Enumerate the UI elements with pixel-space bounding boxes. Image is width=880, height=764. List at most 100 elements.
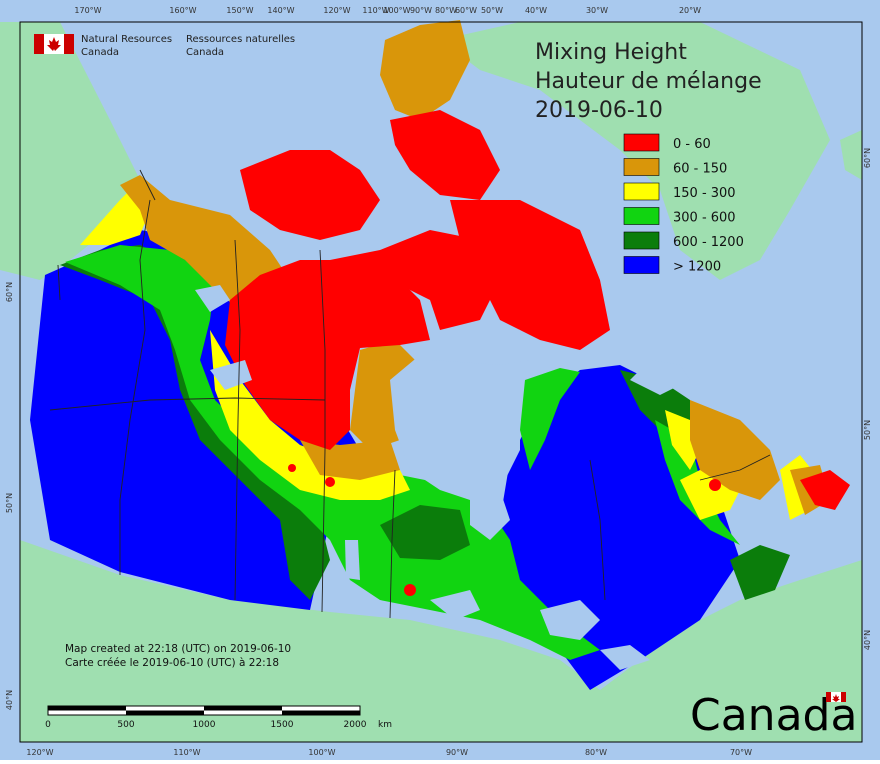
agency-name-fr-1: Ressources naturelles bbox=[186, 34, 295, 45]
credits-en: Map created at 22:18 (UTC) on 2019-06-10 bbox=[65, 643, 291, 655]
graticule-top: 170°W 160°W 150°W 140°W 120°W 110°W 100°… bbox=[74, 6, 701, 15]
lake-winnipeg bbox=[345, 540, 360, 580]
lake-huron bbox=[540, 600, 600, 640]
title-line1: Mixing Height bbox=[535, 40, 687, 65]
legend-swatch bbox=[623, 207, 660, 225]
graticule-right-label: 60°N bbox=[863, 148, 872, 168]
graticule-left-label: 50°N bbox=[5, 493, 14, 513]
title-date: 2019-06-10 bbox=[535, 98, 663, 123]
scale-bar-unit: km bbox=[378, 720, 392, 730]
foxe-basin bbox=[430, 320, 530, 365]
zone-islands-west-0-60 bbox=[240, 150, 380, 240]
legend-label: 0 - 60 bbox=[673, 137, 711, 152]
graticule-top-label: 40°W bbox=[525, 6, 547, 15]
border-ab-sk bbox=[234, 239, 241, 601]
border-bc-ab bbox=[119, 199, 151, 575]
graticule-top-label: 120°W bbox=[323, 6, 350, 15]
graticule-bottom-label: 120°W bbox=[26, 748, 53, 757]
zone-spot-2 bbox=[325, 477, 335, 487]
scale-bar: 0 500 1000 1500 2000 km bbox=[45, 705, 392, 730]
credits-fr: Carte créée le 2019-06-10 (UTC) à 22:18 bbox=[65, 657, 279, 669]
agency-name-en-2: Canada bbox=[81, 47, 119, 58]
graticule-right: 60°N 50°N 40°N bbox=[863, 148, 872, 650]
zone-nunavut-0-60 bbox=[330, 230, 500, 330]
legend-item: 0 - 60 bbox=[623, 133, 711, 152]
zone-spot-3 bbox=[404, 584, 416, 596]
graticule-top-label: 20°W bbox=[679, 6, 701, 15]
iceland bbox=[840, 130, 862, 180]
legend-label: 60 - 150 bbox=[673, 162, 727, 177]
border-on-qc bbox=[589, 459, 606, 601]
canada-flag-icon bbox=[34, 34, 74, 54]
canada-wordmark: Canada bbox=[690, 690, 857, 741]
hudson-bay bbox=[390, 345, 520, 500]
zone-central-600-1200-overlay bbox=[380, 505, 470, 560]
graticule-top-label: 110°W bbox=[362, 6, 389, 15]
graticule-top-label: 140°W bbox=[267, 6, 294, 15]
graticule-left-label: 60°N bbox=[5, 282, 14, 302]
james-bay bbox=[470, 490, 510, 540]
legend: 0 - 60 60 - 150 150 - 300 300 - 600 600 - 12… bbox=[623, 133, 744, 275]
zone-maritimes-600-1200 bbox=[730, 545, 790, 600]
united-states bbox=[20, 540, 862, 742]
graticule-bottom-label: 80°W bbox=[585, 748, 607, 757]
legend-swatch bbox=[623, 182, 660, 201]
legend-item: 60 - 150 bbox=[623, 158, 727, 177]
legend-label: > 1200 bbox=[673, 260, 721, 275]
zone-labrador-60-150 bbox=[690, 400, 780, 500]
border-60th-parallel bbox=[49, 397, 326, 411]
zone-nwt-0-60 bbox=[225, 260, 430, 450]
scale-bar-label: 2000 bbox=[344, 720, 367, 730]
zone-newfoundland-0-60 bbox=[800, 470, 850, 510]
province-borders bbox=[49, 169, 771, 619]
map-title: Mixing Height Hauteur de mélange 2019-06… bbox=[535, 40, 762, 123]
great-bear-lake bbox=[195, 285, 230, 312]
agency-name-fr-2: Canada bbox=[186, 47, 224, 58]
scale-bar-label: 1000 bbox=[193, 720, 216, 730]
legend-label: 150 - 300 bbox=[673, 186, 736, 201]
nrcan-logo: Natural Resources Canada Ressources natu… bbox=[34, 34, 295, 58]
graticule-bottom-label: 90°W bbox=[446, 748, 468, 757]
graticule-bottom: 120°W 110°W 100°W 90°W 80°W 70°W bbox=[26, 748, 752, 757]
agency-name-en-1: Natural Resources bbox=[81, 34, 172, 45]
zone-west-600-1200 bbox=[60, 245, 330, 600]
graticule-top-label: 30°W bbox=[586, 6, 608, 15]
zone-ungava-300-600 bbox=[520, 368, 580, 470]
scale-bar-segment bbox=[48, 706, 126, 711]
zone-spot-labrador-0-60 bbox=[709, 479, 721, 491]
border-mb-on bbox=[389, 469, 396, 619]
legend-item: > 1200 bbox=[623, 256, 721, 275]
lake-erie bbox=[600, 645, 650, 670]
zone-ellesmere-60-150 bbox=[380, 20, 470, 120]
border-qc-labrador bbox=[699, 454, 771, 481]
ungava-bay bbox=[630, 360, 690, 395]
legend-label: 300 - 600 bbox=[673, 211, 736, 226]
map-border bbox=[19, 21, 863, 743]
scale-bar-label: 0 bbox=[45, 720, 51, 730]
legend-swatch bbox=[623, 231, 660, 250]
legend-label: 600 - 1200 bbox=[673, 235, 744, 250]
graticule-top-label: 50°W bbox=[481, 6, 503, 15]
zone-baffin-0-60 bbox=[450, 200, 610, 350]
graticule-top-label: 170°W bbox=[74, 6, 101, 15]
graticule-top-label: 80°W bbox=[435, 6, 457, 15]
scale-bar-label: 500 bbox=[117, 720, 134, 730]
border-west-coast bbox=[57, 264, 61, 301]
legend-swatch bbox=[623, 256, 660, 274]
graticule-top-label: 60°W bbox=[455, 6, 477, 15]
water-bodies bbox=[195, 285, 690, 670]
scale-bar-segment bbox=[126, 710, 204, 715]
great-slave-lake bbox=[210, 360, 252, 390]
alaska bbox=[0, 22, 140, 280]
graticule-bottom-label: 100°W bbox=[308, 748, 335, 757]
title-line2: Hauteur de mélange bbox=[535, 69, 762, 94]
scale-bar-segment bbox=[204, 706, 282, 711]
graticule-top-label: 100°W bbox=[383, 6, 410, 15]
wordmark-flag-icon bbox=[826, 692, 846, 702]
graticule-right-label: 50°N bbox=[863, 420, 872, 440]
zone-west-300-600 bbox=[65, 245, 600, 660]
graticule-bottom-label: 70°W bbox=[730, 748, 752, 757]
graticule-left: 60°N 50°N 40°N bbox=[5, 282, 14, 710]
